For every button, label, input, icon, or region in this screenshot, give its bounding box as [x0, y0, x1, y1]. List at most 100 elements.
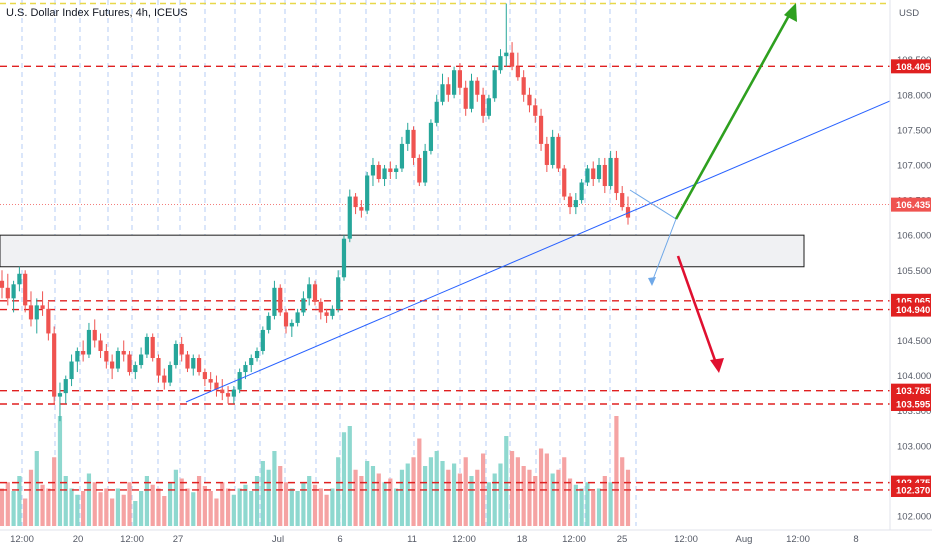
candle-body: [46, 308, 51, 334]
candle-body: [185, 354, 190, 369]
volume-bar: [579, 488, 584, 526]
volume-bar: [423, 466, 428, 526]
candle-body: [179, 343, 184, 355]
current-price-bg: [891, 197, 931, 212]
candle-body: [492, 70, 497, 99]
volume-bar: [295, 491, 300, 526]
candle-body: [585, 168, 590, 183]
volume-bar: [446, 469, 451, 526]
volume-bar: [382, 482, 387, 526]
candle-body: [98, 340, 103, 351]
volume-bar: [538, 448, 544, 526]
candle-body: [544, 143, 549, 165]
volume-bar: [75, 494, 80, 526]
volume-bar: [411, 457, 416, 526]
candle-body: [63, 379, 68, 394]
candle-body: [417, 157, 422, 183]
candle-body: [399, 143, 405, 169]
candle-body: [538, 115, 544, 144]
volume-bar: [57, 416, 63, 526]
candle-body: [121, 350, 126, 355]
volume-bar: [214, 498, 219, 526]
volume-bar: [249, 491, 254, 526]
volume-bar: [359, 476, 364, 526]
candle-body: [347, 196, 352, 239]
volume-bar: [266, 469, 271, 526]
candle-body: [336, 277, 341, 309]
volume-bar: [208, 491, 213, 526]
chart-title: U.S. Dollar Index Futures, 4h, ICEUS: [6, 7, 188, 19]
volume-bar: [127, 482, 132, 526]
candle-body: [509, 52, 515, 67]
candle-body: [394, 168, 399, 172]
volume-bar: [440, 461, 445, 526]
candle-body: [156, 358, 161, 376]
candle-body: [370, 164, 376, 176]
bearish-arrow: [676, 255, 719, 367]
volume-bar: [220, 482, 225, 526]
candle-body: [0, 280, 5, 288]
candle-body: [225, 393, 231, 397]
candle-body: [515, 66, 520, 78]
candle-body: [573, 200, 578, 208]
candle-body: [115, 350, 121, 369]
candle-body: [423, 150, 428, 183]
volume-bar: [167, 482, 173, 526]
volume-bar: [173, 469, 178, 526]
horizontal-levels: [0, 2, 890, 491]
candle-body: [69, 361, 74, 380]
candle-body: [28, 305, 34, 320]
candle-body: [567, 196, 573, 208]
volume-bar: [405, 463, 410, 526]
volume-bar: [370, 466, 376, 526]
volume-bar: [457, 473, 463, 526]
candle-body: [382, 168, 387, 180]
candle-body: [388, 168, 393, 172]
candle-body: [92, 329, 97, 341]
volume-bar: [162, 496, 167, 526]
candle-body: [127, 354, 132, 373]
candle-body: [173, 343, 178, 366]
drawings: [185, 3, 891, 403]
candle-body: [353, 196, 358, 208]
bearish-arrowhead: [710, 358, 724, 373]
time-tick-label: 11: [407, 534, 417, 545]
volume-bar: [312, 484, 318, 526]
candle-body: [452, 70, 457, 95]
candle-body: [457, 70, 463, 88]
candle-body: [521, 77, 526, 95]
volume-bar: [324, 494, 329, 526]
candle-body: [480, 94, 486, 116]
candle-body: [191, 358, 196, 369]
volume-bar: [475, 469, 480, 526]
volume-bar: [428, 457, 434, 526]
volume-bar: [237, 488, 242, 526]
volume-bar: [347, 426, 352, 526]
candle-body: [52, 333, 57, 397]
price-tag-label: 105.065: [896, 296, 931, 307]
candle-body: [139, 354, 144, 366]
candle-body: [324, 312, 329, 316]
volume-bar: [567, 478, 573, 526]
volume-bar: [156, 488, 161, 526]
projection-arrowhead: [648, 277, 656, 286]
candle-body: [86, 329, 92, 355]
volume-bar: [115, 488, 121, 526]
volume-bar: [504, 436, 509, 526]
volume-bar: [585, 482, 590, 526]
price-tick-label: 103.000: [897, 441, 931, 452]
candle-body: [104, 350, 109, 362]
price-tick-label: 107.000: [897, 160, 931, 171]
volume-bar: [202, 486, 207, 526]
volume-bar: [86, 473, 92, 526]
candle-body: [144, 336, 150, 355]
price-tick-label: 104.500: [897, 336, 931, 347]
volume-bar: [486, 482, 491, 526]
volume-bar: [23, 498, 28, 526]
price-tag-bg: [891, 482, 931, 497]
candle-body: [260, 329, 265, 351]
candle-body: [596, 164, 602, 180]
volume-bar: [353, 469, 358, 526]
candle-body: [249, 358, 254, 366]
